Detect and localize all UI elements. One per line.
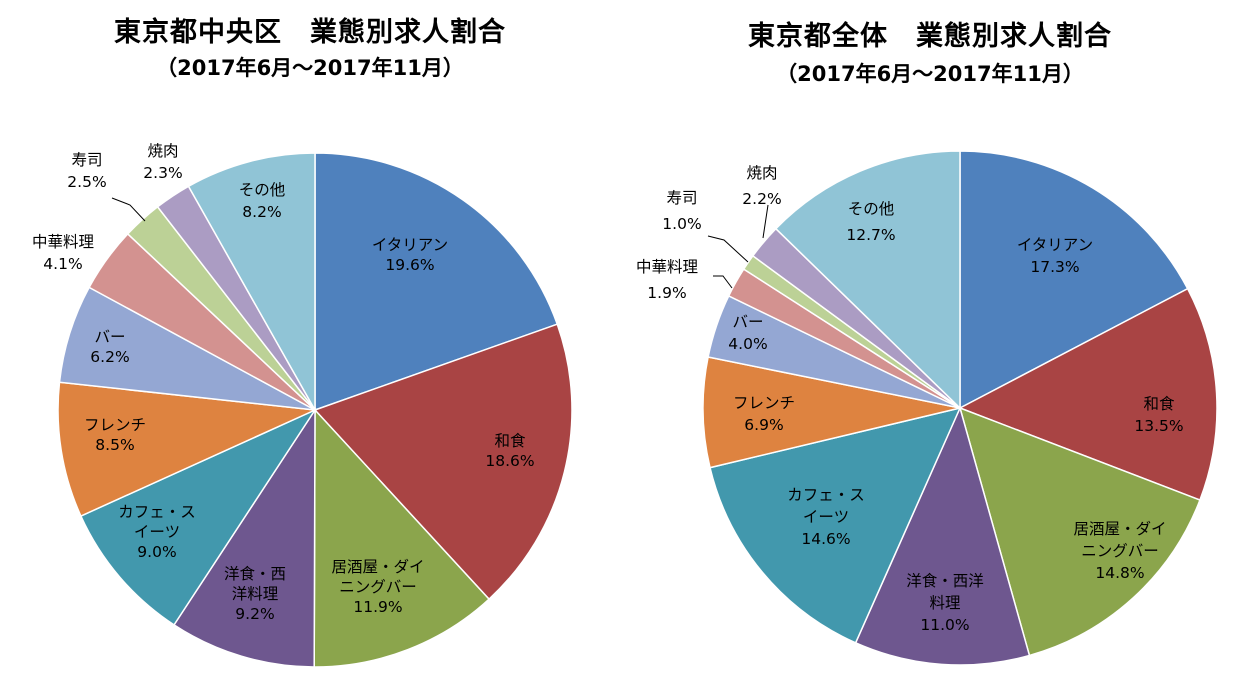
slice-category-label: カフェ・ス (787, 486, 865, 504)
chart-subtitle: （2017年6月～2017年11月） (776, 62, 1084, 86)
slice-category-label: 中華料理 (32, 233, 94, 251)
slice-category-label: ニングバー (1081, 542, 1159, 560)
leader-line (762, 204, 769, 239)
slice-category-label: 中華料理 (636, 258, 698, 276)
slice-percent-label: 6.2% (90, 348, 129, 366)
slice-percent-label: 11.0% (920, 616, 969, 634)
chart-left-panel: 東京都中央区 業態別求人割合 （2017年6月～2017年11月） イタリアン 1… (32, 17, 573, 668)
slice-category-label: 和食 (1143, 395, 1175, 413)
leader-line (707, 235, 749, 263)
slice-category-label: 居酒屋・ダイ (1073, 520, 1166, 538)
slice-percent-label: 17.3% (1030, 258, 1079, 276)
slice-category-label: その他 (239, 181, 286, 199)
slice-percent-label: 11.9% (353, 598, 402, 616)
slice-percent-label: 18.6% (485, 452, 534, 470)
pie-slice (313, 408, 491, 668)
slice-category-label: 洋食・西 (224, 565, 286, 583)
pie-slice (57, 381, 318, 518)
slice-percent-label: 1.0% (662, 215, 701, 233)
slice-category-label: ニングバー (339, 578, 417, 596)
pie-slice (702, 356, 961, 469)
leader-line (713, 275, 733, 289)
pie-slice (187, 152, 316, 413)
pie-slice (79, 408, 318, 626)
slice-category-label: フレンチ (733, 394, 795, 412)
slice-category-label: イタリアン (1017, 236, 1093, 254)
slice-category-label: フレンチ (84, 416, 146, 434)
slice-category-label: 焼肉 (746, 164, 777, 182)
slice-percent-label: 1.9% (647, 284, 686, 302)
slice-category-label: 居酒屋・ダイ (331, 558, 424, 576)
slice-percent-label: 2.3% (143, 164, 182, 182)
slice-category-label: 和食 (494, 432, 526, 450)
slice-category-label: イーツ (134, 523, 180, 541)
pie-slice (774, 150, 961, 410)
pie-slice (959, 150, 1189, 410)
slice-category-label: 料理 (929, 594, 960, 612)
chart-title: 東京都中央区 業態別求人割合 (114, 17, 506, 48)
slice-percent-label: 4.1% (43, 255, 82, 273)
pie-slice (709, 406, 962, 644)
slice-category-label: カフェ・ス (118, 503, 196, 521)
slice-percent-label: 13.5% (1134, 417, 1183, 435)
pie-slice (854, 405, 1031, 666)
slice-percent-label: 4.0% (728, 335, 767, 353)
slice-category-label: 寿司 (71, 151, 102, 169)
slice-percent-label: 8.5% (95, 436, 134, 454)
slice-percent-label: 14.6% (801, 530, 850, 548)
chart-right-panel: 東京都全体 業態別求人割合 （2017年6月～2017年11月） イタリアン 17… (620, 0, 1240, 685)
slice-percent-label: 9.2% (235, 605, 274, 623)
slice-percent-label: 8.2% (242, 203, 281, 221)
slice-percent-label: 12.7% (846, 226, 895, 244)
pie-slice (172, 407, 316, 668)
slice-percent-label: 2.5% (67, 173, 106, 191)
slice-category-label: 洋料理 (232, 585, 279, 603)
pie-slice (314, 152, 559, 412)
slice-category-label: 焼肉 (147, 142, 178, 160)
leader-line (111, 197, 146, 222)
pie-slice (313, 323, 573, 601)
slice-category-label: バー (732, 313, 763, 331)
slice-category-label: バー (94, 328, 125, 346)
slice-percent-label: 2.2% (742, 190, 781, 208)
slice-category-label: その他 (848, 200, 895, 218)
slice-percent-label: 9.0% (137, 543, 176, 561)
chart-subtitle: （2017年6月～2017年11月） (156, 56, 464, 80)
chart-title: 東京都全体 業態別求人割合 (748, 21, 1112, 52)
slice-percent-label: 6.9% (744, 416, 783, 434)
pie-slice (958, 406, 1201, 657)
slice-percent-label: 19.6% (385, 256, 434, 274)
slice-category-label: 寿司 (666, 189, 697, 207)
slice-category-label: イタリアン (372, 236, 448, 254)
slice-percent-label: 14.8% (1095, 564, 1144, 582)
slice-category-label: イーツ (803, 508, 849, 526)
pie-slice (958, 287, 1218, 502)
slice-category-label: 洋食・西洋 (906, 572, 984, 590)
